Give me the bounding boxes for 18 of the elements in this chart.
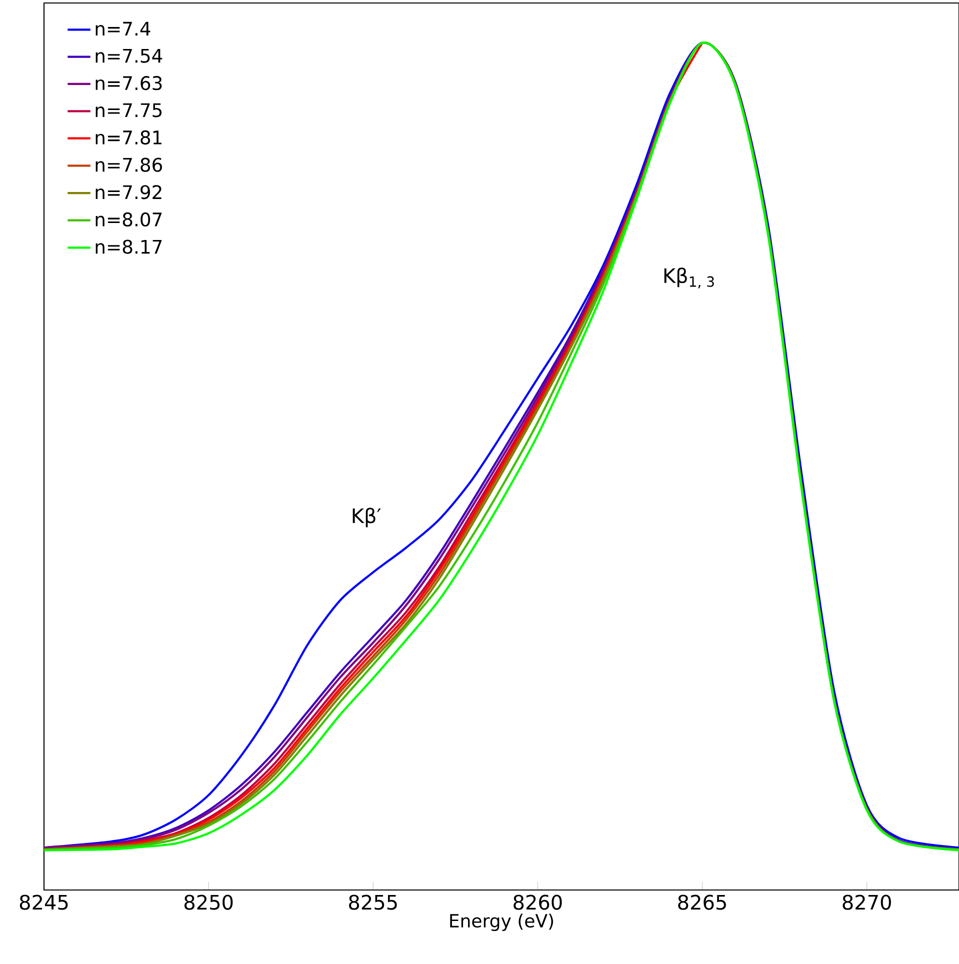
x-tick-label: 8250	[184, 894, 233, 910]
legend-label: n=7.81	[96, 130, 162, 145]
annotation: Kβ$_{1, 3}$	[664, 268, 714, 288]
x-axis-title: Energy (eV)	[450, 914, 554, 932]
legend-label: n=7.75	[96, 103, 162, 118]
x-tick-label: 8260	[514, 894, 562, 910]
legend-label: n=7.4	[96, 22, 150, 36]
legend-label: n=7.63	[96, 76, 162, 90]
legend-label: n=7.86	[96, 158, 162, 172]
legend-label: n=7.54	[96, 48, 162, 63]
legend-label: n=8.17	[96, 240, 162, 254]
x-tick-label: 8245	[20, 894, 68, 910]
x-tick-label: 8265	[678, 894, 726, 910]
x-tick-label: 8270	[842, 894, 891, 910]
annotation: Kβ′	[352, 508, 381, 528]
legend-label: n=8.07	[96, 212, 162, 227]
x-tick-label: 8255	[349, 894, 397, 910]
legend-label: n=7.92	[96, 185, 162, 200]
